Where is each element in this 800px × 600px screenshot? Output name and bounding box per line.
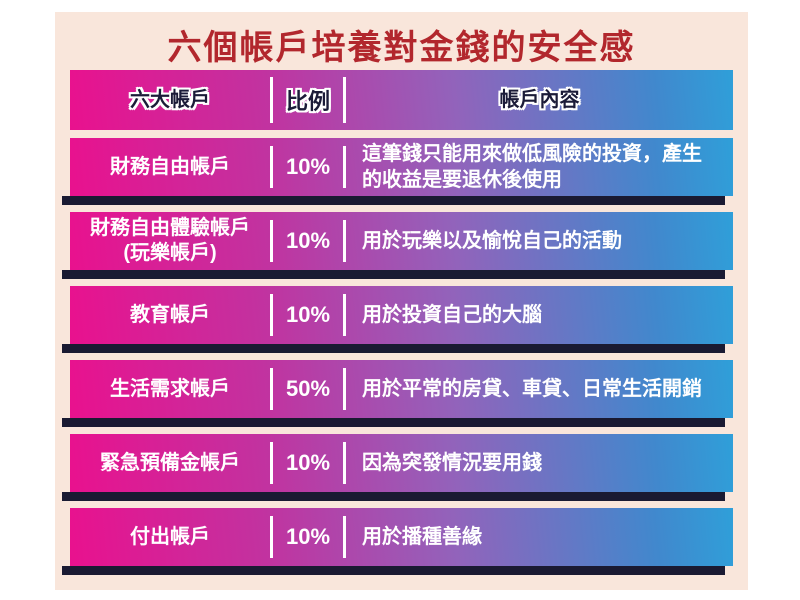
row-shadow-bar (62, 418, 725, 427)
account-content: 這筆錢只能用來做低風險的投資，產生的收益是要退休後使用 (362, 143, 702, 191)
table-header-row: 六大帳戶 比例 帳戶內容 (70, 70, 733, 130)
column-divider (270, 516, 273, 558)
account-ratio: 10% (285, 524, 331, 549)
header-content: 帳戶內容 (499, 89, 580, 111)
column-divider (270, 442, 273, 484)
column-divider (343, 294, 346, 336)
account-ratio: 10% (285, 450, 331, 475)
page-title: 六個帳戶培養對金錢的安全感 (167, 30, 636, 67)
account-name: 付出帳戶 (130, 525, 210, 548)
account-name: 教育帳戶 (130, 303, 210, 326)
infographic-panel: 六個帳戶培養對金錢的安全感 六大帳戶 比例 帳戶內容 財務自由帳戶 10% 這筆… (55, 12, 748, 590)
account-ratio: 10% (285, 154, 331, 179)
column-divider (270, 368, 273, 410)
account-name: 緊急預備金帳戶 (100, 451, 240, 474)
column-divider (270, 294, 273, 336)
account-ratio: 10% (285, 228, 331, 253)
account-content: 用於播種善緣 (362, 526, 482, 548)
column-divider (343, 77, 346, 123)
account-ratio: 50% (285, 376, 331, 401)
account-name: 財務自由體驗帳戶 (90, 217, 250, 239)
account-name-cell: 教育帳戶 (70, 303, 270, 328)
account-name-cell: 生活需求帳戶 (70, 377, 270, 402)
account-content: 用於投資自己的大腦 (362, 304, 542, 326)
row-shadow-bar (62, 344, 725, 353)
table-body: 財務自由帳戶 10% 這筆錢只能用來做低風險的投資，產生的收益是要退休後使用 財… (62, 138, 733, 575)
account-name-cell: 財務自由帳戶 (70, 155, 270, 180)
column-divider (270, 220, 273, 262)
row-shadow-bar (62, 270, 725, 279)
accounts-table: 六大帳戶 比例 帳戶內容 財務自由帳戶 10% 這筆錢只能用來做低風險的投資，產… (62, 70, 733, 582)
row-shadow-bar (62, 492, 725, 501)
column-divider (343, 220, 346, 262)
account-name-line2: (玩樂帳戶) (123, 242, 217, 264)
account-name-cell: 財務自由體驗帳戶 (玩樂帳戶) (70, 216, 270, 266)
account-ratio: 10% (285, 302, 331, 327)
row-shadow-bar (62, 566, 725, 575)
account-name-cell: 付出帳戶 (70, 525, 270, 550)
table-row: 生活需求帳戶 50% 用於平常的房貸、車貸、日常生活開銷 (62, 360, 733, 427)
table-row: 教育帳戶 10% 用於投資自己的大腦 (62, 286, 733, 353)
column-divider (270, 77, 273, 123)
table-row: 財務自由帳戶 10% 這筆錢只能用來做低風險的投資，產生的收益是要退休後使用 (62, 138, 733, 205)
table-row-band: 生活需求帳戶 50% 用於平常的房貸、車貸、日常生活開銷 (70, 360, 733, 418)
account-content: 用於玩樂以及愉悅自己的活動 (362, 230, 622, 252)
row-shadow-bar (62, 196, 725, 205)
table-row: 付出帳戶 10% 用於播種善緣 (62, 508, 733, 575)
header-ratio: 比例 (285, 89, 330, 114)
table-row-band: 緊急預備金帳戶 10% 因為突發情況要用錢 (70, 434, 733, 492)
table-row-band: 付出帳戶 10% 用於播種善緣 (70, 508, 733, 566)
header-account: 六大帳戶 (130, 88, 210, 111)
table-row: 財務自由體驗帳戶 (玩樂帳戶) 10% 用於玩樂以及愉悅自己的活動 (62, 212, 733, 279)
column-divider (343, 442, 346, 484)
account-name: 財務自由帳戶 (110, 155, 230, 178)
column-divider (343, 146, 346, 188)
table-row: 緊急預備金帳戶 10% 因為突發情況要用錢 (62, 434, 733, 501)
account-name-cell: 緊急預備金帳戶 (70, 451, 270, 476)
account-content: 因為突發情況要用錢 (362, 452, 542, 474)
table-row-band: 財務自由體驗帳戶 (玩樂帳戶) 10% 用於玩樂以及愉悅自己的活動 (70, 212, 733, 270)
account-content: 用於平常的房貸、車貸、日常生活開銷 (362, 378, 702, 400)
column-divider (270, 146, 273, 188)
column-divider (343, 368, 346, 410)
table-row-band: 教育帳戶 10% 用於投資自己的大腦 (70, 286, 733, 344)
account-name: 生活需求帳戶 (110, 377, 230, 400)
table-row-band: 財務自由帳戶 10% 這筆錢只能用來做低風險的投資，產生的收益是要退休後使用 (70, 138, 733, 196)
column-divider (343, 516, 346, 558)
